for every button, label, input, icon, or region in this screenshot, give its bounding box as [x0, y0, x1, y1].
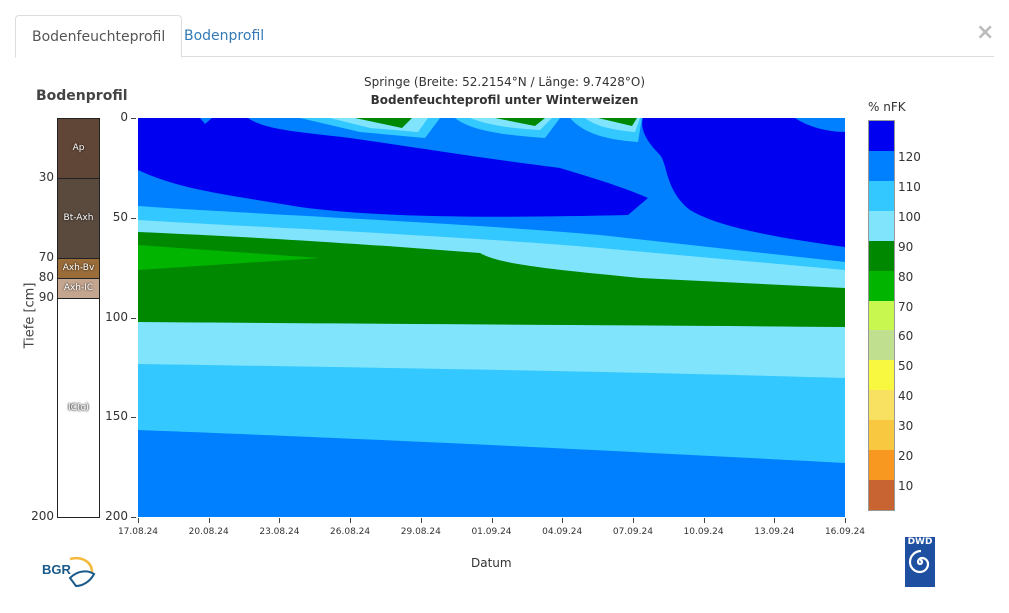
- soil-depth-label: 80: [38, 269, 54, 284]
- x-tick-label: 29.08.24: [400, 527, 441, 537]
- colorbar-title: % nFK: [868, 100, 906, 114]
- y-tick-label: 150: [105, 409, 128, 424]
- soil-horizon-label: Axh-Bv: [62, 263, 95, 274]
- colorbar-swatch: [869, 450, 894, 481]
- patch-80-3: [598, 118, 637, 126]
- x-tick-label: 23.08.24: [259, 527, 300, 537]
- colorbar-swatch: [869, 300, 894, 331]
- colorbar-swatch: [869, 420, 894, 451]
- colorbar-swatch: [869, 121, 894, 152]
- chart-title: Springe (Breite: 52.2154°N / Länge: 9.74…: [363, 75, 646, 89]
- x-tick-mark: [562, 518, 564, 523]
- x-tick-mark: [208, 518, 210, 523]
- soil-horizon-label: Bt-Axh: [63, 213, 94, 224]
- band-110-120-lower: [138, 430, 845, 517]
- colorbar-swatch: [869, 180, 894, 212]
- colorbar-label: 100: [898, 209, 921, 224]
- y-tick-mark: [131, 317, 136, 319]
- colorbar-swatch: [869, 210, 894, 242]
- x-tick-label: 01.09.24: [471, 527, 512, 537]
- moisture-contour-plot: [138, 118, 845, 517]
- bgr-logo: BGR: [42, 556, 100, 588]
- soil-profile-title: Bodenprofil: [36, 88, 128, 104]
- spiral-icon: [908, 549, 930, 574]
- x-tick-mark: [632, 518, 634, 523]
- tab-bodenprofil[interactable]: Bodenprofil: [184, 28, 265, 44]
- soil-depth-label: 70: [38, 249, 54, 264]
- x-tick-label: 17.08.24: [117, 527, 159, 537]
- x-tick-label: 20.08.24: [188, 527, 229, 537]
- band-over-120-right: [642, 118, 845, 247]
- band-70-80: [138, 245, 320, 270]
- x-tick-label: 07.09.24: [612, 527, 653, 537]
- colorbar-label: 50: [898, 359, 914, 374]
- chart-subtitle: Bodenfeuchteprofil unter Winterweizen: [370, 93, 639, 107]
- y-tick-label: 50: [112, 209, 128, 224]
- x-tick-mark: [420, 518, 422, 523]
- dwd-logo: DWD: [905, 537, 935, 587]
- colorbar-frame: [868, 120, 895, 511]
- y-tick-label: 100: [105, 309, 128, 324]
- svg-text:BGR: BGR: [42, 562, 72, 577]
- colorbar-label: 70: [898, 299, 914, 314]
- tab-bodenfeuchteprofil[interactable]: Bodenfeuchteprofil: [15, 15, 183, 58]
- band-over-120-left: [138, 118, 648, 217]
- colorbar-swatch: [869, 270, 894, 302]
- x-tick-label: 26.08.24: [330, 527, 371, 537]
- soil-horizon-label: IC(c): [68, 402, 89, 413]
- soil-horizon-label: Axh-IC: [63, 283, 94, 294]
- colorbar-label: 60: [898, 329, 914, 344]
- x-tick-mark: [279, 518, 281, 523]
- soil-horizon-axh-bv: Axh-Bv: [57, 257, 100, 279]
- colorbar-swatch: [869, 360, 894, 391]
- y-tick-mark: [131, 417, 136, 419]
- y-tick-label: 200: [105, 509, 128, 523]
- tab-bar: Bodenfeuchteprofil Bodenprofil: [15, 15, 994, 58]
- x-tick-mark: [774, 518, 776, 523]
- x-tick-label: 13.09.24: [754, 527, 795, 537]
- colorbar-label: 110: [898, 179, 921, 194]
- soil-depth-label: 90: [38, 289, 54, 304]
- patch-80-2: [495, 118, 545, 126]
- soil-depth-label: 30: [38, 169, 54, 184]
- y-tick-label: 0: [120, 110, 128, 124]
- soil-depth-label: 200: [31, 509, 54, 523]
- x-tick-label: 16.09.24: [824, 527, 866, 537]
- y-axis-label: Tiefe [cm]: [22, 282, 38, 349]
- soil-horizon-ap: Ap: [57, 118, 100, 179]
- colorbar-swatch: [869, 240, 894, 272]
- dwd-logo-text: DWD: [907, 537, 933, 547]
- patch-80-1: [355, 118, 412, 128]
- x-tick-mark: [845, 518, 846, 523]
- colorbar-label: 30: [898, 419, 914, 434]
- close-icon[interactable]: ×: [976, 20, 995, 45]
- soil-horizon-ic-c-: IC(c): [57, 297, 100, 518]
- colorbar-swatch: [869, 390, 894, 421]
- soil-horizon-axh-ic: Axh-IC: [57, 277, 100, 299]
- soil-horizon-bt-axh: Bt-Axh: [57, 177, 100, 259]
- x-tick-mark: [350, 518, 352, 523]
- x-tick-label: 04.09.24: [542, 527, 583, 537]
- colorbar-label: 90: [898, 239, 914, 254]
- y-tick-mark: [131, 517, 136, 518]
- soil-horizon-label: Ap: [72, 143, 85, 154]
- y-tick-mark: [131, 217, 136, 219]
- x-tick-mark: [138, 518, 139, 523]
- y-tick-mark: [131, 118, 136, 119]
- colorbar-label: 120: [898, 149, 921, 164]
- colorbar-label: 20: [898, 449, 914, 464]
- colorbar-swatch: [869, 480, 894, 511]
- x-tick-label: 10.09.24: [683, 527, 724, 537]
- x-tick-mark: [491, 518, 493, 523]
- colorbar-label: 40: [898, 389, 914, 404]
- x-axis-label: Datum: [471, 556, 512, 570]
- colorbar-label: 80: [898, 269, 914, 284]
- colorbar-swatch: [869, 330, 894, 361]
- colorbar-label: 10: [898, 479, 914, 494]
- x-tick-mark: [703, 518, 705, 523]
- colorbar-swatch: [869, 150, 894, 182]
